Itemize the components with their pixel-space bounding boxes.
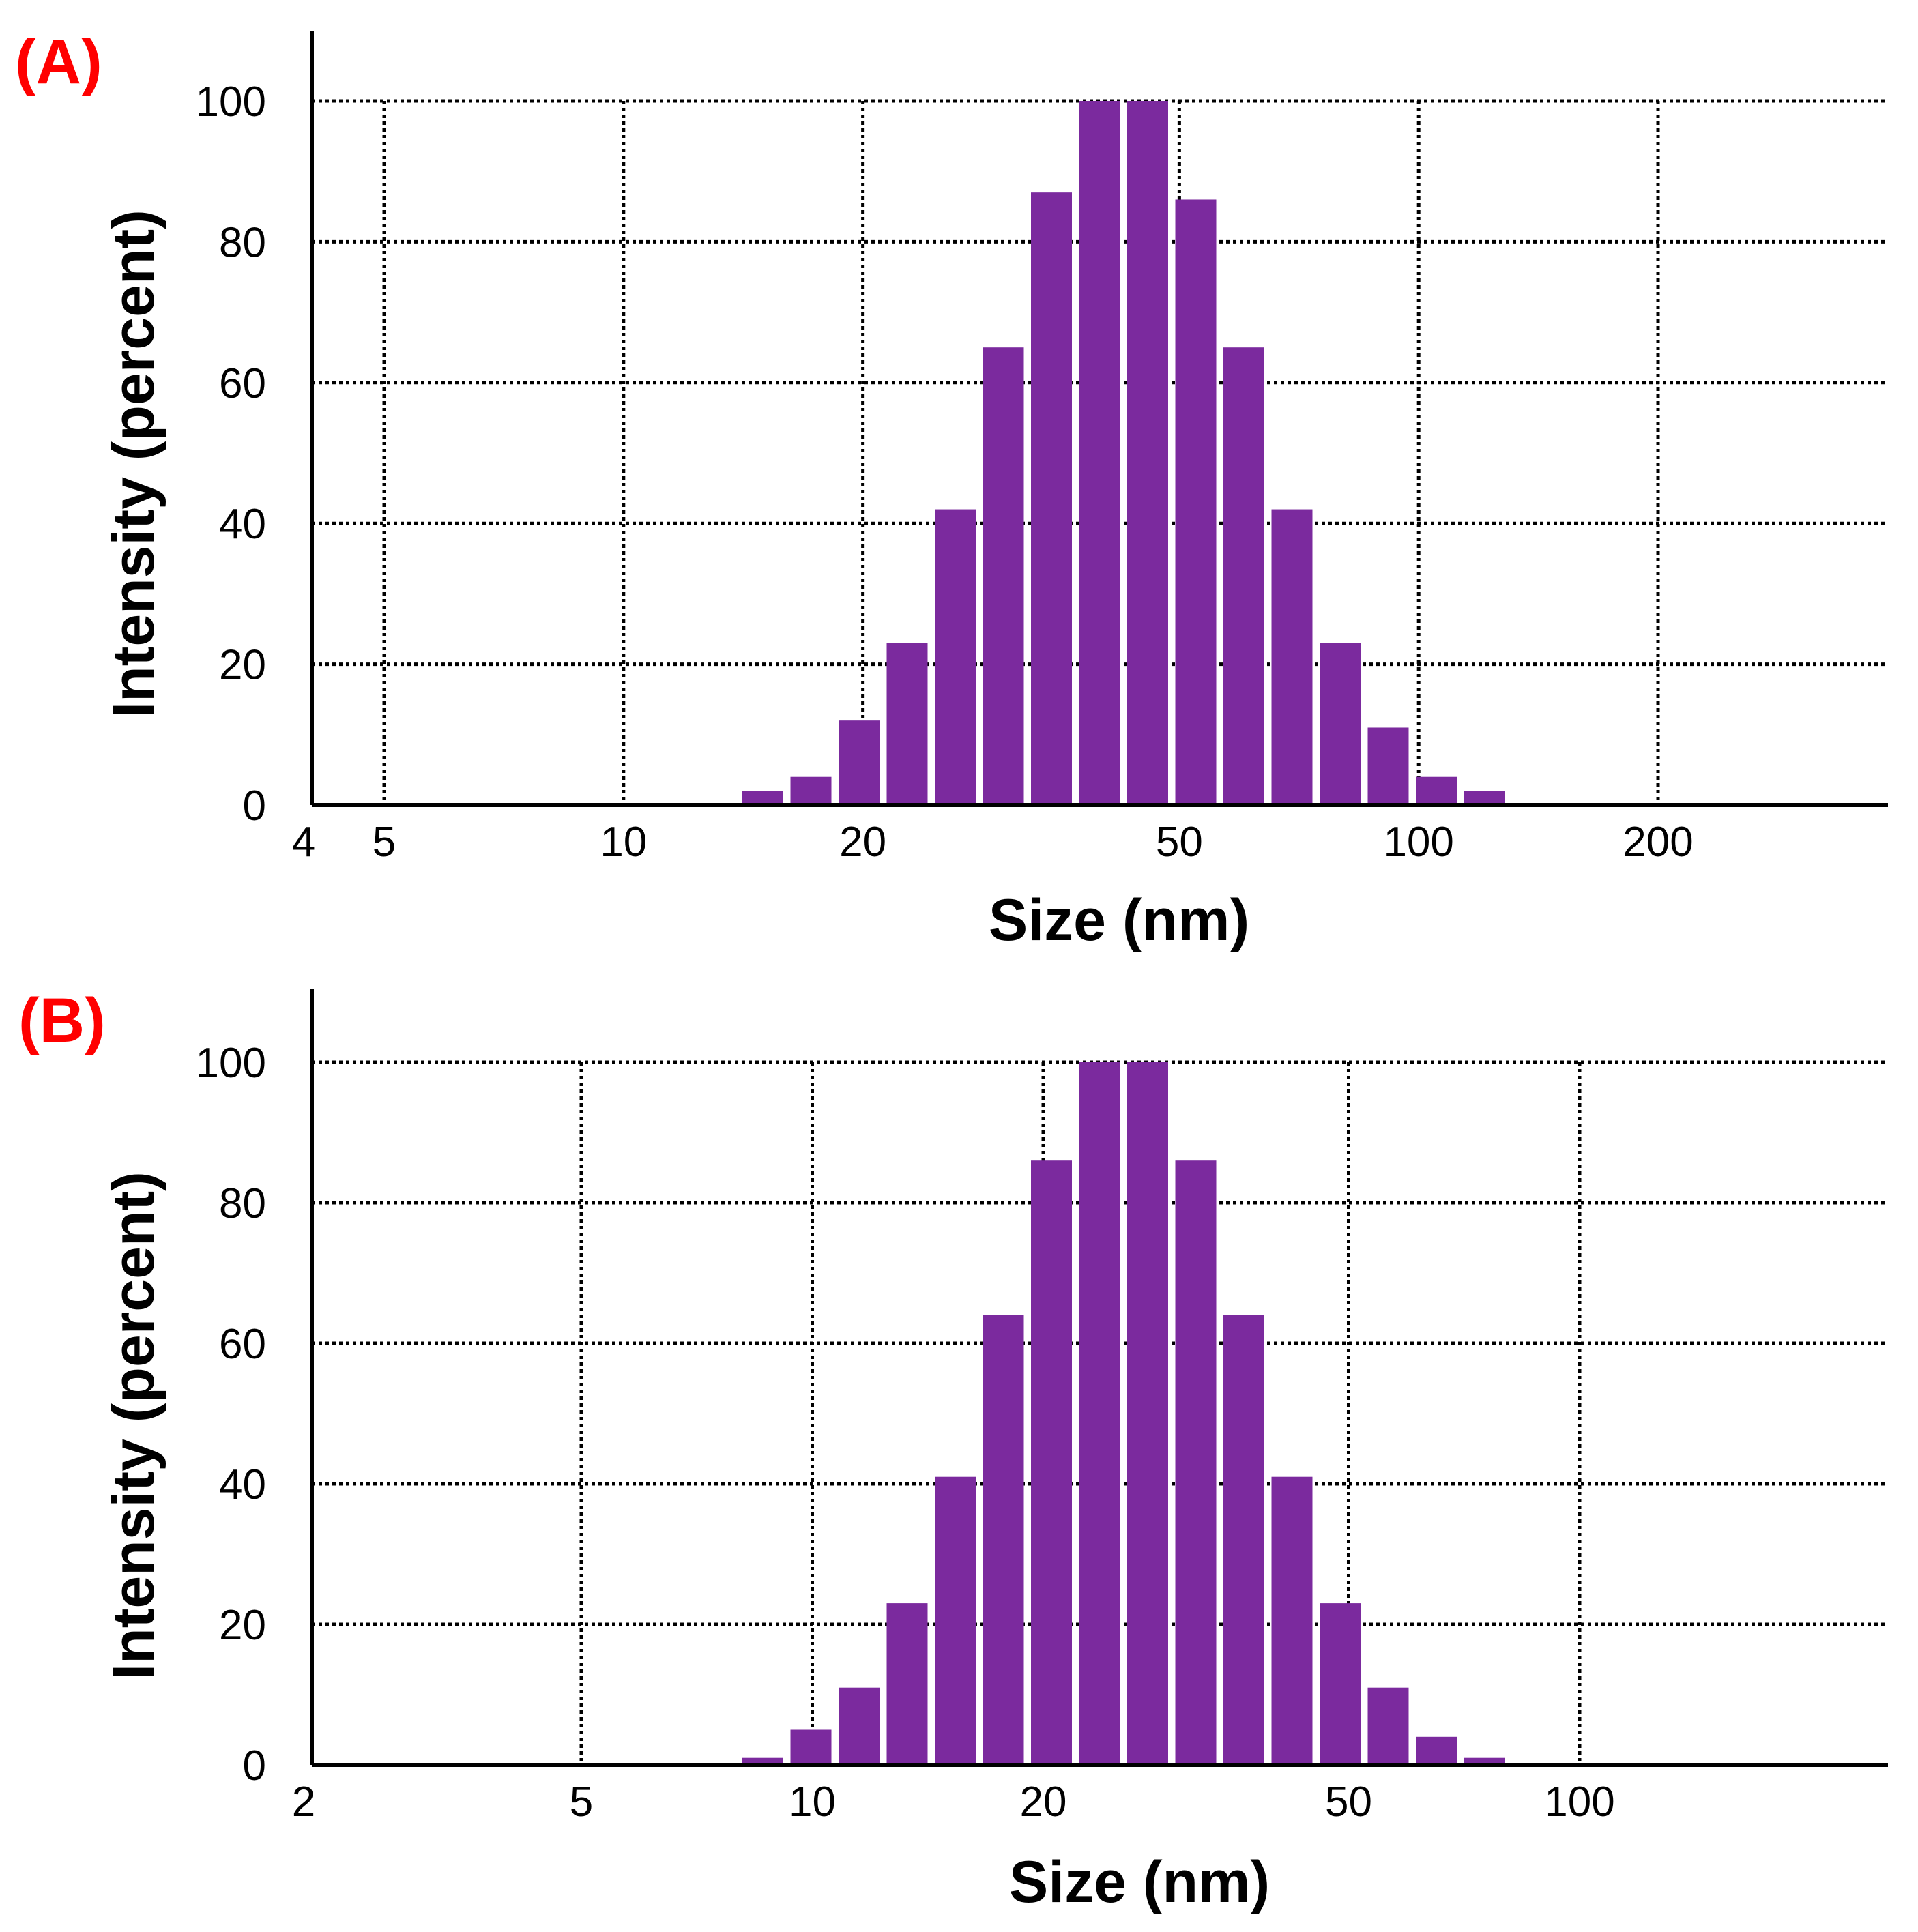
panel-b-x-axis-title: Size (nm) (1009, 1849, 1270, 1915)
panel-a-y-tick-0: 0 (243, 782, 266, 830)
panel-b-bar-4 (935, 1476, 976, 1765)
panel-b-bar-11 (1271, 1476, 1313, 1765)
panel-b-bars (742, 1062, 1505, 1765)
panel-b-x-tick-20: 20 (1020, 1779, 1067, 1826)
panel-b-x-tick-5: 5 (570, 1779, 593, 1826)
panel-a-bar-6 (1031, 192, 1072, 805)
panel-b-y-tick-40: 40 (219, 1461, 266, 1508)
panel-b-bar-5 (983, 1315, 1024, 1765)
panel-a-bar-13 (1367, 727, 1409, 805)
panel-a-bar-15 (1464, 791, 1505, 805)
panel-a-y-tick-20: 20 (219, 642, 266, 689)
panel-a-bars (742, 101, 1505, 806)
panel-b-bar-12 (1320, 1603, 1361, 1765)
panel-a-bar-10 (1223, 347, 1264, 805)
panel-a-bar-1 (790, 776, 832, 805)
panel-a-bar-7 (1079, 101, 1120, 805)
panel-a-x-tick-20: 20 (839, 819, 886, 866)
panel-a-bar-4 (935, 509, 976, 805)
panel-a-x-tick-5: 5 (373, 819, 396, 866)
panel-a-bar-8 (1127, 101, 1168, 805)
panel-a-x-tick-10: 10 (600, 819, 647, 866)
panel-b-y-tick-0: 0 (243, 1742, 266, 1789)
panel-b-x-tick-100: 100 (1544, 1779, 1614, 1826)
panel-a-x-tick-50: 50 (1156, 819, 1203, 866)
panel-b-x-tick-2: 2 (292, 1779, 315, 1826)
panel-b-label: (B) (18, 986, 106, 1055)
panel-b-y-tick-100: 100 (196, 1040, 266, 1087)
panel-b-y-tick-labels: 0 20 40 60 80 100 (196, 1040, 266, 1789)
panel-b-bar-7 (1079, 1062, 1120, 1765)
panel-b-bar-1 (790, 1729, 832, 1765)
panel-b-bar-13 (1367, 1687, 1409, 1765)
panel-b-bar-9 (1175, 1160, 1217, 1765)
panel-a-label: (A) (15, 27, 102, 97)
panel-a-x-axis-title: Size (nm) (989, 888, 1249, 953)
panel-a-bar-12 (1320, 643, 1361, 805)
panel-b-x-tick-50: 50 (1325, 1779, 1372, 1826)
panel-a-bar-14 (1416, 776, 1457, 805)
panel-a-y-tick-60: 60 (219, 360, 266, 407)
panel-b-y-axis-title: Intensity (percent) (101, 1171, 166, 1680)
panel-b-bar-3 (886, 1603, 928, 1765)
panel-b-y-tick-80: 80 (219, 1180, 266, 1227)
panel-a-x-tick-4: 4 (292, 819, 315, 866)
panel-b-x-tick-10: 10 (789, 1779, 836, 1826)
panel-b-x-tick-labels: 2 5 10 20 50 100 (292, 1779, 1615, 1826)
panel-b-y-tick-60: 60 (219, 1321, 266, 1368)
panel-a-y-tick-80: 80 (219, 219, 266, 266)
panel-a-bar-9 (1175, 199, 1217, 806)
panel-a-y-tick-labels: 0 20 40 60 80 100 (196, 78, 266, 830)
panel-b-bar-6 (1031, 1160, 1072, 1765)
panel-a-bar-3 (886, 643, 928, 805)
panel-a-x-tick-labels: 4 5 10 20 50 100 200 (292, 819, 1694, 866)
panel-b-bar-10 (1223, 1315, 1264, 1765)
panel-a-bar-11 (1271, 509, 1313, 805)
panel-a-x-tick-200: 200 (1623, 819, 1693, 866)
panel-b-bar-0 (742, 1757, 783, 1765)
panel-a-bar-2 (839, 720, 880, 805)
panel-a-y-axis-title: Intensity (percent) (101, 209, 166, 718)
panel-a-x-tick-100: 100 (1383, 819, 1453, 866)
panel-a-y-tick-40: 40 (219, 501, 266, 548)
panel-a-y-tick-100: 100 (196, 78, 266, 126)
panel-a: (A) 0 20 40 60 80 100 4 5 10 20 50 100 200 Size (nm… (15, 27, 1888, 953)
panel-a-bar-5 (983, 347, 1024, 805)
panel-b-bar-2 (839, 1687, 880, 1765)
panel-b-y-tick-20: 20 (219, 1602, 266, 1649)
panel-b-bar-14 (1416, 1736, 1457, 1765)
panel-b-bar-15 (1464, 1757, 1505, 1765)
panel-b-bar-8 (1127, 1062, 1168, 1765)
panel-b: (B) 0 20 40 60 80 100 2 5 10 20 50 100 Size (nm) I… (18, 986, 1888, 1915)
panel-a-bar-0 (742, 791, 783, 805)
